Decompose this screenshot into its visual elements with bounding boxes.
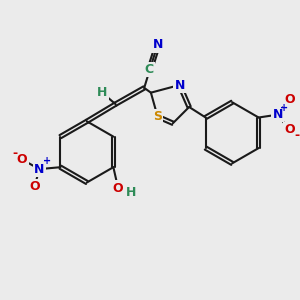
Text: N: N xyxy=(34,163,45,176)
Text: +: + xyxy=(43,157,51,166)
Text: O: O xyxy=(284,93,295,106)
Text: N: N xyxy=(152,38,163,51)
Text: O: O xyxy=(284,123,295,136)
Text: N: N xyxy=(174,79,185,92)
Text: -: - xyxy=(294,129,299,142)
Text: C: C xyxy=(144,63,154,76)
Text: -: - xyxy=(12,147,17,160)
Text: +: + xyxy=(280,103,289,113)
Text: O: O xyxy=(113,182,123,195)
Text: H: H xyxy=(126,185,137,199)
Text: O: O xyxy=(17,153,28,166)
Text: N: N xyxy=(272,108,283,121)
Text: H: H xyxy=(97,86,107,99)
Text: O: O xyxy=(29,180,40,193)
Text: S: S xyxy=(153,110,162,123)
